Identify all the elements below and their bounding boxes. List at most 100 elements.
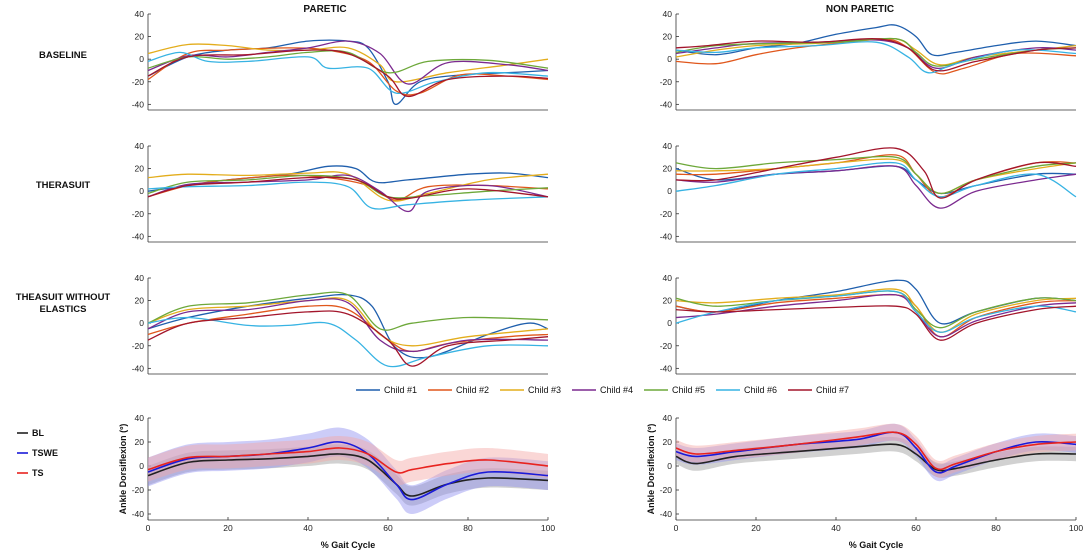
x-axis-label: % Gait Cycle (321, 540, 376, 550)
sd-band (148, 435, 548, 485)
y-tick-label: -40 (132, 99, 145, 109)
child-series-line (147, 291, 549, 331)
child-series-line (147, 176, 549, 200)
x-tick-label: 100 (1069, 523, 1083, 533)
panel-r0-c1: 40 20 0 -20 -40 (660, 9, 1077, 111)
child-series-line (675, 147, 1077, 199)
x-tick-label: 40 (831, 523, 841, 533)
y-tick-label: 20 (135, 437, 145, 447)
y-tick-label: 40 (663, 141, 673, 151)
child-series-line (675, 165, 1077, 209)
y-tick-label: -20 (132, 341, 145, 351)
panel-r1-c1: 40 20 0 -20 -40 (660, 141, 1077, 243)
child-series-line (675, 37, 1077, 67)
y-tick-label: 40 (663, 9, 673, 19)
y-tick-label: -20 (660, 77, 673, 87)
legend-children: Child #1 Child #2 Child #3 Child #4 Child #5… (356, 385, 849, 395)
y-tick-label: -40 (132, 509, 145, 519)
y-tick-label: -20 (660, 209, 673, 219)
child-series-line (147, 43, 549, 83)
legend-label: Child #5 (672, 385, 705, 395)
legend-label: Child #6 (744, 385, 777, 395)
y-tick-label: 0 (667, 186, 672, 196)
child-series-line (675, 155, 1077, 195)
y-tick-label: 0 (139, 461, 144, 471)
y-tick-label: -20 (660, 341, 673, 351)
x-tick-label: 60 (911, 523, 921, 533)
group-legend-label: BL (32, 428, 44, 438)
y-tick-label: -40 (132, 231, 145, 241)
sd-band (676, 423, 1076, 482)
y-tick-label: 20 (663, 437, 673, 447)
x-tick-label: 40 (303, 523, 313, 533)
x-tick-label: 20 (223, 523, 233, 533)
y-tick-label: 20 (135, 164, 145, 174)
child-series-line (147, 40, 549, 85)
column-title-non-paretic: NON PARETIC (826, 4, 894, 15)
y-tick-label: 20 (663, 32, 673, 42)
child-series-line (147, 171, 549, 202)
y-axis-label: Ankle Dorsiflexion (º) (118, 424, 128, 515)
panel-r2-c1: 40 20 0 -20 -40 (660, 273, 1077, 375)
y-tick-label: -40 (660, 363, 673, 373)
x-tick-label: 100 (541, 523, 555, 533)
y-tick-label: 20 (663, 296, 673, 306)
legend-groups: BL TSWE TS (17, 428, 58, 478)
row-labels: BASELINE THERASUIT THEASUIT WITHOUT ELASTIC… (16, 50, 111, 315)
y-tick-label: 0 (667, 54, 672, 64)
y-tick-label: -40 (132, 363, 145, 373)
child-series-line (147, 293, 549, 359)
y-axis-label: Ankle Dorsiflexion (º) (646, 424, 656, 515)
sd-band (148, 427, 548, 514)
group-legend-label: TSWE (32, 448, 58, 458)
x-tick-label: 80 (463, 523, 473, 533)
row-label: THEASUIT WITHOUT ELASTICS (16, 292, 111, 315)
legend-label: Child #1 (384, 385, 417, 395)
group-legend-label: TS (32, 468, 44, 478)
y-tick-label: 40 (663, 413, 673, 423)
y-tick-label: 0 (139, 54, 144, 64)
group-mean-line (675, 431, 1077, 471)
y-tick-label: -40 (660, 509, 673, 519)
row-label: BASELINE (39, 50, 87, 61)
y-tick-label: 0 (139, 318, 144, 328)
child-series-line (675, 161, 1077, 198)
y-tick-label: -20 (132, 209, 145, 219)
row-label: THERASUIT (36, 180, 91, 191)
group-mean-line (675, 443, 1077, 472)
child-series-line (147, 298, 549, 353)
child-series-line (147, 50, 549, 74)
x-tick-label: 60 (383, 523, 393, 533)
child-series-line (675, 290, 1077, 333)
x-tick-label: 0 (146, 523, 151, 533)
child-series-line (147, 174, 549, 213)
child-series-line (147, 310, 549, 367)
y-tick-label: 40 (135, 413, 145, 423)
y-tick-label: 20 (135, 296, 145, 306)
panels: 40 20 0 -20 -40 40 20 0 -20 -40 40 20 0 -20 -40 40 20 0 -2… (132, 9, 1077, 375)
y-tick-label: -20 (660, 485, 673, 495)
y-tick-label: 40 (135, 273, 145, 283)
child-series-line (147, 51, 549, 95)
column-title-paretic: PARETIC (303, 4, 346, 15)
y-tick-label: 40 (135, 141, 145, 151)
child-series-line (675, 305, 1077, 341)
y-tick-label: -20 (132, 77, 145, 87)
x-tick-label: 20 (751, 523, 761, 533)
legend-label: Child #7 (816, 385, 849, 395)
child-series-line (147, 316, 549, 368)
panel-r0-c0: 40 20 0 -20 -40 (132, 9, 549, 111)
y-tick-label: 0 (139, 186, 144, 196)
y-tick-label: 0 (667, 461, 672, 471)
y-tick-label: 40 (135, 9, 145, 19)
x-axis-label: % Gait Cycle (849, 540, 904, 550)
child-series-line (147, 304, 549, 353)
child-series-line (675, 41, 1077, 74)
group-mean-line (147, 447, 549, 474)
legend-label: Child #2 (456, 385, 489, 395)
child-series-line (675, 288, 1077, 333)
